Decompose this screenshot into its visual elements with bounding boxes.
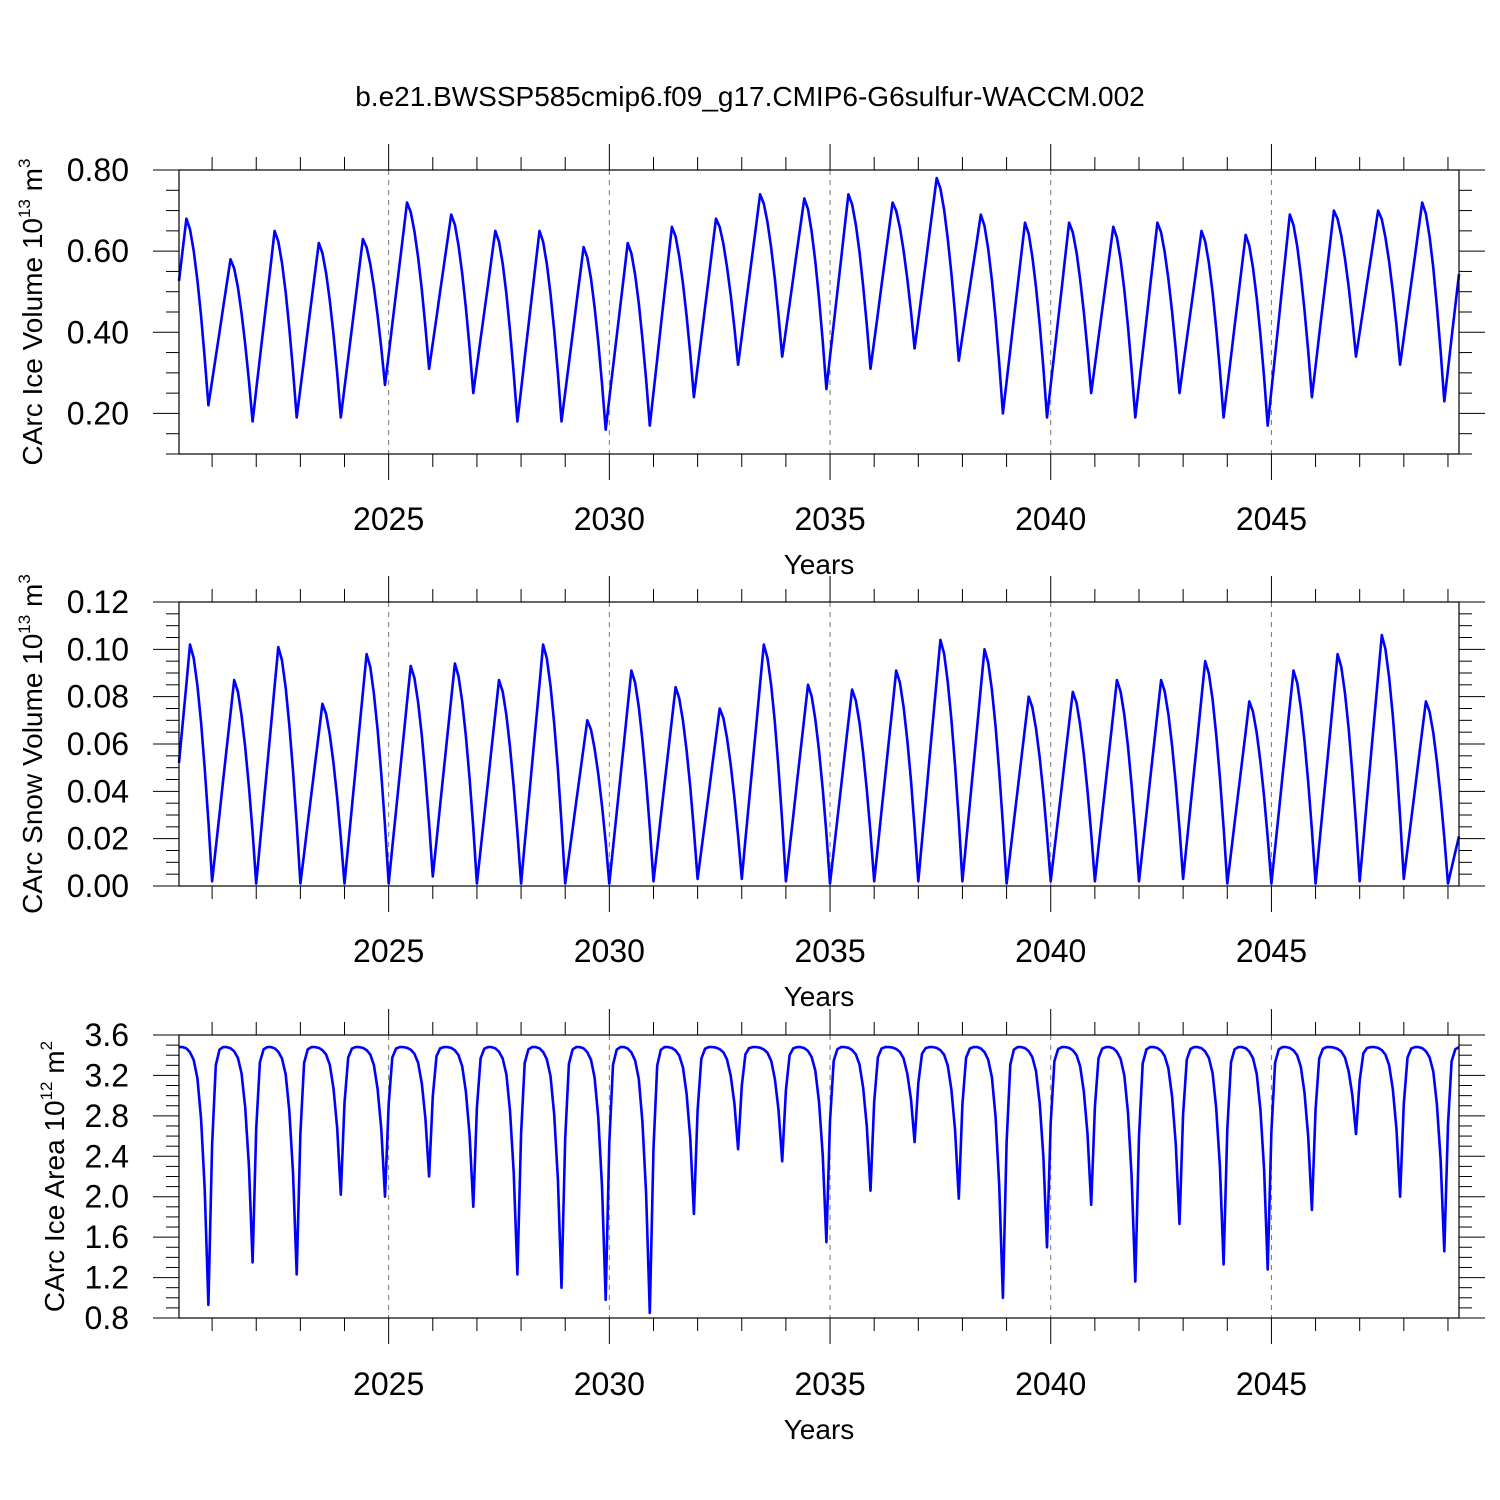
- y-tick-label: 0.20: [67, 395, 129, 431]
- plot-frame: [178, 601, 1460, 887]
- y-axis-label-part: CArc Ice Area 10: [39, 1100, 70, 1312]
- x-tick-label: 2030: [574, 933, 645, 969]
- y-axis-label: CArc Ice Volume 1013 m3: [15, 159, 48, 466]
- x-axis-label: Years: [784, 549, 855, 580]
- y-tick-label: 2.0: [85, 1179, 129, 1215]
- x-tick-label: 2045: [1236, 933, 1307, 969]
- y-tick-label: 0.10: [67, 631, 129, 667]
- y-axis-label-part: m: [17, 168, 48, 199]
- plot-frame: [178, 169, 1460, 455]
- series-line: [179, 1045, 1460, 1315]
- y-tick-label: 0.40: [67, 314, 129, 350]
- chart-panel-1: 0.20 0.40 0.60 0.80 2025 2030 2035 2040 2045 Year…: [15, 144, 1485, 580]
- x-axis-label: Years: [784, 1414, 855, 1445]
- y-axis-label-part: m: [39, 1050, 70, 1081]
- chart-panel-2: 0.00 0.02 0.04 0.06 0.08 0.10 0.12 2025 2030 2035…: [15, 574, 1485, 1012]
- x-tick-label: 2035: [794, 1366, 865, 1402]
- y-tick-label: 1.2: [85, 1260, 129, 1296]
- y-axis-label-part: 13: [15, 199, 34, 218]
- series-line: [177, 176, 1461, 431]
- y-axis-label-part: 3: [15, 159, 34, 168]
- y-axis-label-part: 13: [15, 615, 34, 634]
- x-tick-label: 2025: [353, 501, 424, 537]
- y-axis-label-part: CArc Ice Volume 10: [17, 218, 48, 465]
- y-tick-label: 2.4: [85, 1138, 129, 1174]
- y-tick-label: 0.08: [67, 679, 129, 715]
- x-tick-label: 2025: [353, 1366, 424, 1402]
- x-tick-label: 2040: [1015, 1366, 1086, 1402]
- y-axis-label: CArc Snow Volume 1013 m3: [15, 574, 48, 914]
- series-line: [177, 633, 1461, 885]
- y-tick-label: 0.80: [67, 152, 129, 188]
- y-axis-label-part: 12: [37, 1082, 56, 1101]
- y-tick-label: 1.6: [85, 1219, 129, 1255]
- y-tick-label: 0.06: [67, 726, 129, 762]
- y-tick-label: 0.12: [67, 584, 129, 620]
- x-tick-label: 2035: [794, 501, 865, 537]
- y-tick-label: 3.2: [85, 1057, 129, 1093]
- y-axis-label: CArc Ice Area 1012 m2: [37, 1041, 70, 1312]
- plot-frame: [178, 1034, 1460, 1319]
- x-tick-label: 2045: [1236, 1366, 1307, 1402]
- y-tick-label: 0.04: [67, 773, 129, 809]
- y-axis-label-part: 2: [37, 1041, 56, 1050]
- x-tick-label: 2035: [794, 933, 865, 969]
- x-axis-label: Years: [784, 981, 855, 1012]
- y-tick-label: 3.6: [85, 1017, 129, 1053]
- chart-panel-3: 0.8 1.2 1.6 2.0 2.4 2.8 3.2 3.6 2025 2030 2035 2040…: [37, 1009, 1485, 1445]
- x-tick-label: 2040: [1015, 501, 1086, 537]
- y-axis-label-part: 3: [15, 574, 34, 583]
- y-tick-label: 0.02: [67, 821, 129, 857]
- y-axis-label-part: CArc Snow Volume 10: [17, 634, 48, 914]
- y-tick-label: 0.00: [67, 868, 129, 904]
- chart-title: b.e21.BWSSP585cmip6.f09_g17.CMIP6-G6sulf…: [355, 81, 1145, 112]
- x-tick-label: 2030: [574, 1366, 645, 1402]
- y-tick-label: 2.8: [85, 1098, 129, 1134]
- x-tick-label: 2025: [353, 933, 424, 969]
- y-tick-label: 0.60: [67, 233, 129, 269]
- y-tick-label: 0.8: [85, 1300, 129, 1336]
- y-axis-label-part: m: [17, 584, 48, 615]
- x-tick-label: 2030: [574, 501, 645, 537]
- panels: 0.20 0.40 0.60 0.80 2025 2030 2035 2040 2045 Year…: [15, 144, 1485, 1445]
- x-tick-label: 2045: [1236, 501, 1307, 537]
- x-tick-label: 2040: [1015, 933, 1086, 969]
